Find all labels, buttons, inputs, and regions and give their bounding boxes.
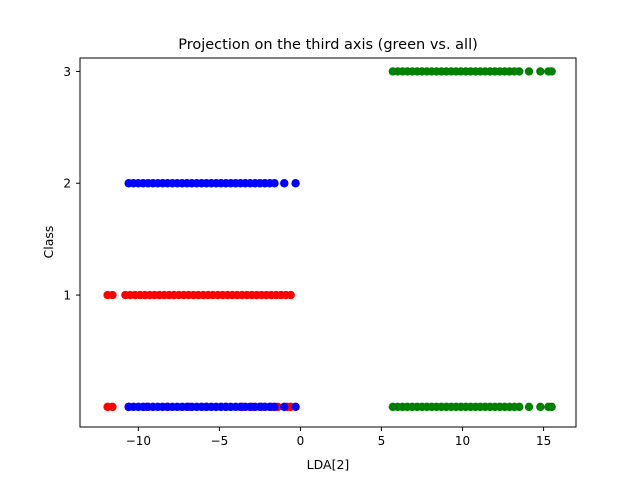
- data-point: [280, 402, 289, 412]
- x-axis-ticks: −10 −5 0 5 10 15: [126, 427, 551, 448]
- data-point: [515, 402, 524, 412]
- data-point: [536, 402, 545, 412]
- data-point: [524, 67, 534, 76]
- data-point: [108, 290, 117, 300]
- x-tick-label: −5: [211, 434, 229, 448]
- data-point: [536, 67, 545, 76]
- data-point: [291, 402, 300, 412]
- x-tick-label: 5: [378, 434, 386, 448]
- x-tick-label: 10: [455, 434, 470, 448]
- points-layer: [103, 67, 556, 412]
- x-tick-label: −10: [126, 434, 151, 448]
- data-point: [280, 179, 289, 188]
- data-point: [270, 402, 279, 412]
- data-point: [547, 67, 556, 76]
- x-axis-label: LDA[2]: [307, 457, 350, 472]
- y-tick-label: 2: [63, 177, 71, 191]
- y-axis-ticks: 1 2 3: [63, 65, 80, 303]
- y-tick-label: 1: [63, 289, 71, 303]
- x-tick-label: 0: [297, 434, 305, 448]
- x-tick-label: 15: [536, 434, 551, 448]
- y-axis-label: Class: [41, 226, 56, 259]
- data-point: [108, 402, 117, 412]
- data-point: [547, 402, 556, 412]
- chart-title: Projection on the third axis (green vs. …: [178, 37, 478, 53]
- data-point: [291, 179, 300, 188]
- data-point: [270, 179, 279, 188]
- data-point: [524, 402, 534, 412]
- data-point: [286, 290, 295, 300]
- data-point: [515, 67, 524, 76]
- plot-frame: [79, 57, 577, 428]
- y-tick-label: 3: [63, 65, 71, 79]
